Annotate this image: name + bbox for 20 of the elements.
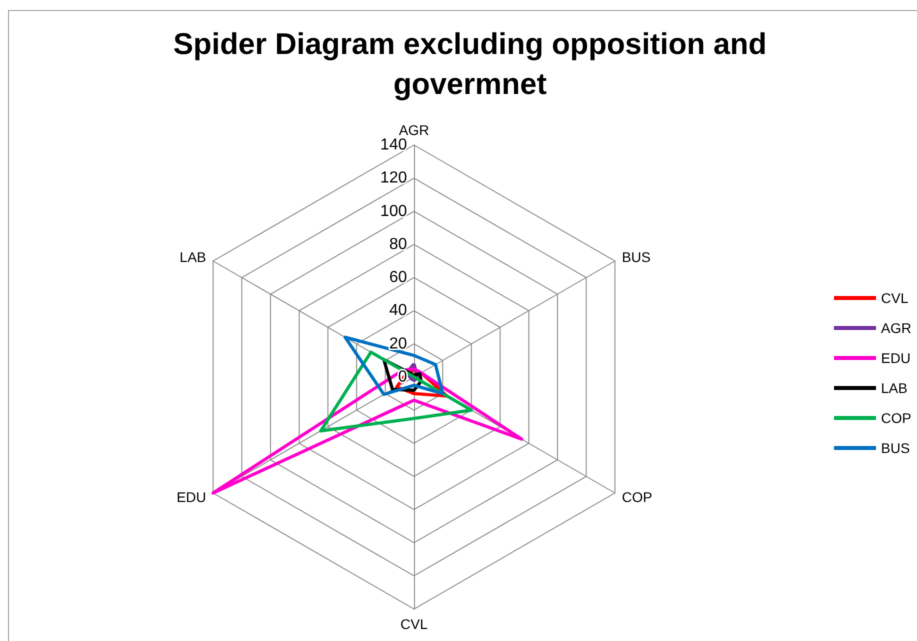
spoke-label: CVL xyxy=(400,616,428,632)
y-tick-label: 60 xyxy=(389,269,408,286)
spoke-label: BUS xyxy=(622,249,651,265)
y-tick-label: 40 xyxy=(389,302,408,320)
y-tick-label: 120 xyxy=(380,170,408,187)
spoke-label: AGR xyxy=(398,122,430,138)
spoke-label: COP xyxy=(622,489,652,505)
legend-label: CVL xyxy=(881,290,908,306)
legend-label: LAB xyxy=(881,380,908,396)
legend-label: AGR xyxy=(881,320,912,336)
y-tick-label: 80 xyxy=(389,236,408,253)
chart-title: Spider Diagram excluding opposition and govermnet xyxy=(172,27,768,103)
legend-label: BUS xyxy=(881,440,910,456)
y-tick-label: 140 xyxy=(380,136,408,154)
spoke-label: LAB xyxy=(180,249,206,265)
legend-label: EDU xyxy=(881,350,911,366)
spoke-label: EDU xyxy=(176,489,206,505)
y-tick-label: 20 xyxy=(389,335,408,352)
y-tick-label: 100 xyxy=(380,202,408,220)
legend-label: COP xyxy=(881,410,912,426)
